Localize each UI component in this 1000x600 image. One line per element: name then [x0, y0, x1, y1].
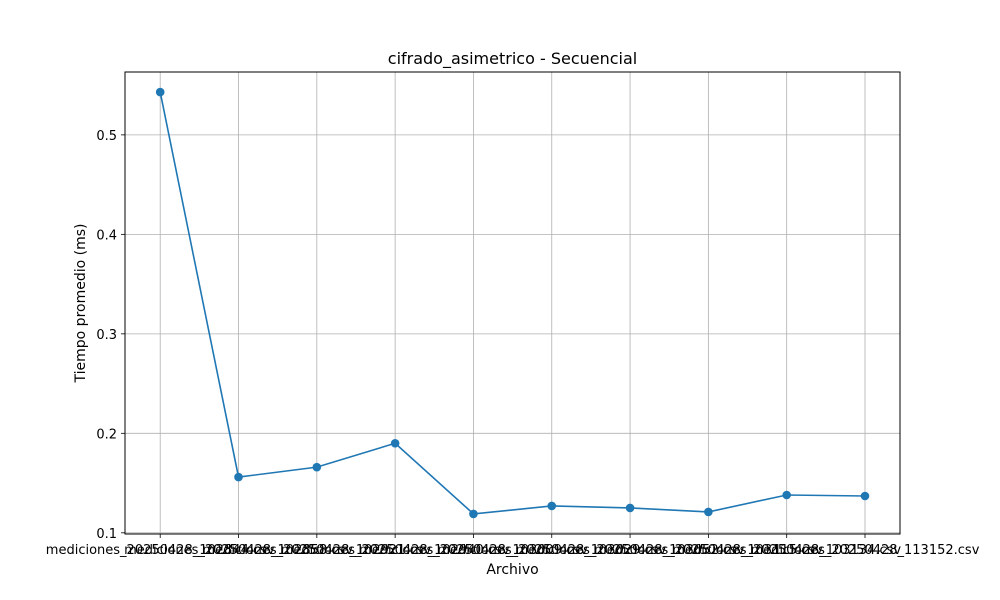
x-tick-label: mediciones_20250428_102940.csv	[281, 543, 510, 558]
data-point	[547, 501, 557, 511]
x-tick-label: mediciones_20250428_103134.csv	[672, 543, 901, 558]
data-point	[625, 503, 635, 513]
y-tick-label: 0.3	[96, 328, 117, 343]
x-tick-label: mediciones_20250428_102858.csv	[124, 543, 353, 558]
plot-frame	[124, 71, 901, 535]
data-point	[234, 472, 243, 482]
grid-lines	[125, 72, 900, 534]
data-point	[312, 462, 322, 472]
x-tick-label: mediciones_20250428_102921.csv	[202, 543, 431, 558]
x-tick-label: mediciones_20250428_113152.csv	[751, 543, 980, 558]
series-line	[159, 91, 866, 515]
x-axis-ticks: mediciones_20250428_102844.csvmediciones…	[46, 534, 980, 558]
x-tick-label: mediciones_20250428_102844.csv	[46, 543, 275, 558]
chart-title: cifrado_asimetrico - Secuencial	[388, 49, 637, 69]
y-tick-label: 0.4	[96, 228, 117, 243]
data-point	[469, 509, 478, 519]
x-tick-label: mediciones_20250428_103029.csv	[437, 543, 666, 558]
x-tick-label: mediciones_20250428_103009.csv	[359, 543, 588, 558]
series-layer	[155, 87, 870, 519]
y-tick-label: 0.2	[96, 427, 117, 442]
x-tick-label: mediciones_20250428_103052.csv	[516, 543, 745, 558]
data-point	[390, 438, 400, 448]
data-point	[782, 490, 791, 500]
data-point	[860, 491, 870, 501]
y-tick-label: 0.1	[96, 527, 117, 542]
x-axis-label: Archivo	[486, 562, 538, 578]
y-axis-label: Tiempo promedio (ms)	[73, 224, 89, 384]
y-tick-label: 0.5	[96, 129, 117, 144]
y-axis-ticks: 0.1 0.2 0.3 0.4 0.5	[96, 129, 125, 542]
data-point	[155, 87, 165, 97]
x-tick-label: mediciones_20250428_103115.csv	[594, 543, 823, 558]
data-point	[704, 507, 713, 517]
